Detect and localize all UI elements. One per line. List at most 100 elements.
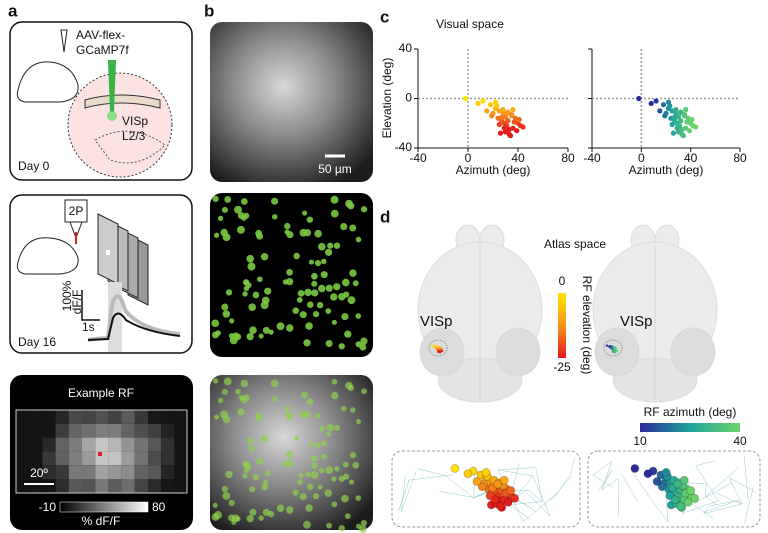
rf-cell <box>42 479 56 493</box>
atlas-cell-zoom <box>472 477 482 486</box>
point <box>514 128 520 134</box>
cell <box>222 310 231 318</box>
cell <box>334 424 340 431</box>
atlas-cell-zoom <box>686 486 696 496</box>
rf-colorbar <box>59 501 149 513</box>
atlas-cell-zoom <box>510 493 520 503</box>
cell <box>276 322 285 331</box>
cell <box>343 291 350 298</box>
rf-cell <box>95 479 109 493</box>
point <box>693 124 699 130</box>
cell <box>312 311 320 318</box>
cell <box>308 259 314 265</box>
rf-cell <box>134 479 148 493</box>
rf-cell <box>29 410 43 424</box>
point <box>673 107 679 113</box>
rf-cell <box>68 465 82 479</box>
azimuth-colorbar <box>640 423 740 432</box>
atlas-cell-zoom <box>630 464 640 473</box>
cell <box>312 493 320 500</box>
rf-colorbar-tick: -10 <box>39 500 57 514</box>
atlas-cell <box>440 349 444 352</box>
rf-cell <box>121 437 135 452</box>
cell <box>315 442 321 448</box>
cell <box>212 378 219 384</box>
cell <box>256 414 263 422</box>
cell <box>341 278 350 287</box>
rf-cell <box>95 465 109 479</box>
cell <box>286 506 294 514</box>
cell <box>350 407 356 413</box>
cell <box>212 502 218 508</box>
colorbar-tick: 10 <box>633 434 647 448</box>
cell <box>315 412 321 419</box>
point <box>681 111 688 118</box>
cell <box>326 522 333 529</box>
cell <box>293 252 300 260</box>
cell <box>349 224 357 232</box>
rf-cell <box>161 451 175 466</box>
mesh-edge <box>744 487 754 523</box>
y-tick-label: 0 <box>405 91 412 105</box>
cell <box>311 454 318 462</box>
atlas-cell-zoom <box>675 501 685 511</box>
cell <box>264 470 271 477</box>
atlas-cell-zoom <box>481 467 491 477</box>
atlas-cell-zoom <box>657 482 667 492</box>
cell <box>331 319 337 325</box>
cell <box>225 289 233 296</box>
cell <box>355 419 362 425</box>
rf-cell <box>148 410 162 424</box>
colorbar-label: RF azimuth (deg) <box>644 405 737 419</box>
day: Day 0 <box>18 159 50 173</box>
cell <box>260 253 269 261</box>
cell <box>235 516 241 522</box>
cell <box>306 398 314 406</box>
rf-colorbar-tick: 80 <box>152 500 166 514</box>
cell <box>341 494 349 503</box>
atlas-cell-zoom <box>450 464 460 473</box>
point <box>487 102 494 108</box>
cell <box>294 435 300 441</box>
cell <box>320 271 328 279</box>
point <box>462 95 469 102</box>
cell <box>326 431 332 437</box>
rf-cell <box>16 437 30 452</box>
cell <box>215 330 221 336</box>
rf-colorbar-label: % dF/F <box>82 514 121 528</box>
rf-cell <box>82 437 96 452</box>
y-axis-label: Elevation (deg) <box>380 58 394 139</box>
cell <box>330 209 339 218</box>
rf-cell <box>68 423 82 438</box>
construct: AAV-flex- <box>76 28 125 42</box>
rf-cell <box>42 423 56 438</box>
stimulus-screens <box>97 213 149 306</box>
cell <box>237 408 245 416</box>
rf-cell <box>55 451 69 466</box>
cell <box>221 206 228 213</box>
cell <box>344 513 351 520</box>
visp <box>603 339 623 357</box>
rf-cell <box>55 437 69 452</box>
cell <box>237 212 245 219</box>
cell <box>222 415 231 424</box>
cell <box>243 461 250 468</box>
cell <box>340 405 347 412</box>
mesh-edge <box>716 492 742 505</box>
cell <box>217 397 224 404</box>
cell <box>270 379 279 388</box>
point <box>511 119 517 125</box>
rf-cell <box>121 423 135 438</box>
cell <box>222 492 231 500</box>
rf-cell <box>174 437 188 452</box>
cell <box>320 258 327 265</box>
rf-map <box>16 410 188 493</box>
cell <box>213 232 220 238</box>
cell <box>296 479 303 485</box>
rf-cell <box>55 423 69 438</box>
rf-cell <box>82 465 96 479</box>
cell <box>318 467 325 474</box>
cell <box>229 336 238 345</box>
scale-label: 1s <box>82 320 95 334</box>
